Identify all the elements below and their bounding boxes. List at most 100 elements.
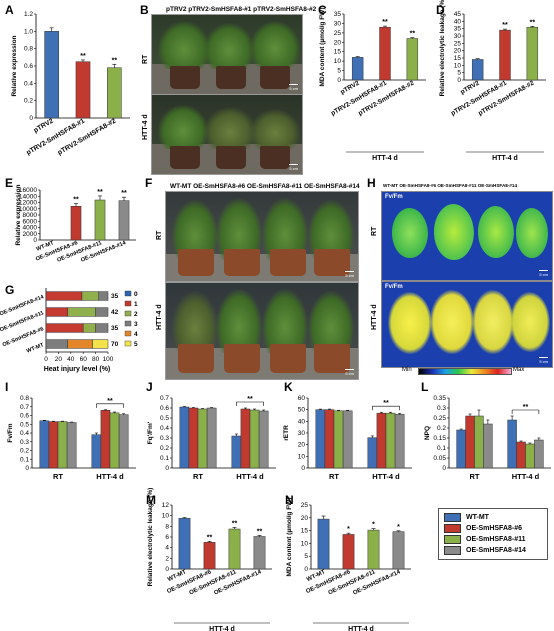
bar (379, 26, 391, 81)
photo-h-scale2: 5 cm (539, 357, 548, 364)
x-tick-label: HTT-4 d (236, 472, 264, 481)
x-tick-label: pTRV2 (33, 118, 55, 135)
y-tick-label: 0 (165, 465, 169, 472)
x-tick-label: RT (470, 472, 480, 481)
bar (534, 439, 544, 469)
y-tick-label: 20 (298, 442, 306, 449)
y-tick-label: 0.15 (433, 435, 446, 442)
y-tick-label: 6 (165, 534, 169, 541)
y-tick-label: 0.6 (20, 413, 29, 420)
bar (253, 536, 266, 570)
bar (100, 410, 111, 469)
y-tick-label: 35 (334, 11, 342, 18)
stacked-segment (95, 307, 109, 317)
bar (94, 199, 106, 241)
legend-swatch (124, 330, 132, 337)
photo-h-header: WT-MT OE-SmHSFA8-#6 OE-SmHSFA8-#11 OE-Sm… (383, 183, 518, 188)
y-tick-label: 0.3 (160, 435, 169, 442)
x-tick-label: RT (53, 472, 63, 481)
y-tick-label: 0.1 (20, 456, 29, 463)
bar (456, 429, 466, 469)
bar (70, 206, 82, 241)
legend-item: OE-SmHSFA8-#11 (444, 534, 542, 545)
y-tick-label: 20 (454, 48, 462, 55)
y-tick-label: 2000 (23, 231, 38, 238)
bar (188, 407, 199, 469)
legend-swatch (444, 535, 461, 544)
y-tick-label: 0.5 (160, 415, 169, 422)
y-tick-label: 0.8 (20, 395, 29, 402)
y-tick-label: 15 (334, 49, 342, 56)
bar (48, 421, 59, 469)
significance-mark: * (397, 524, 400, 531)
bar (315, 409, 326, 469)
legend-swatch (124, 290, 132, 297)
x-tick-label: 20 (55, 356, 63, 363)
y-tick-label: 20 (334, 39, 342, 46)
bar (465, 415, 475, 469)
photo-h-row2-label: HTT-4 d (371, 304, 378, 330)
y-axis-title: MDA content (µmol/g FW) (286, 498, 293, 577)
y-tick-label: 25 (454, 40, 462, 47)
bar (249, 409, 260, 469)
y-tick-label: 40 (454, 18, 462, 25)
legend-item: WT-MT (444, 512, 542, 523)
chart-c: 0 5 10 15 20 25 30 35 MDA content (µmol/g FW) pTR… (312, 0, 434, 172)
y-tick-label: 5 (337, 68, 341, 75)
legend-label: OE-SmHSFA8-#6 (466, 525, 523, 532)
chart-i: 0 0.1 0.2 0.3 0.4 0.5 0.6 0.7 0.8 Fv/Fm RT HTT-4 d *… (0, 380, 142, 490)
row-total: 42 (111, 309, 119, 316)
x-tick-label: OE-SmHSFA8-#14 (352, 569, 402, 596)
bar (342, 410, 353, 469)
y-tick-label: 0.5 (20, 421, 29, 428)
photo-b-scale2: 5 cm (289, 164, 298, 171)
legend-label: OE-SmHSFA8-#11 (466, 536, 526, 543)
y-tick-label: 0.1 (437, 445, 446, 452)
chart-k: 0 10 20 30 40 50 60 rETR RT HTT-4 d ** (278, 380, 418, 490)
y-tick-label: 10 (298, 453, 306, 460)
bar (526, 26, 539, 81)
x-axis-title: HTT-4 d (348, 626, 374, 631)
x-tick-label: OE-SmHSFA8-#14 (213, 569, 263, 596)
fluor-image-rt: Fv/Fm 5 cm (381, 191, 553, 281)
bar (44, 31, 59, 119)
stacked-segment (45, 323, 84, 333)
x-tick-label: HTT-4 d (96, 472, 124, 481)
y-tick-label: 5 (304, 553, 308, 560)
y-tick-label: 6000 (23, 218, 38, 225)
y-tick-label: 5 (457, 70, 461, 77)
y-tick-label: 0.4 (160, 425, 169, 432)
panel-label-b: B (140, 3, 149, 17)
y-tick-label: 1.2 (24, 11, 33, 18)
y-tick-label: 12 (162, 502, 170, 509)
significance-mark: ** (107, 398, 113, 405)
bar (179, 406, 190, 469)
y-tick-label: 0.2 (20, 448, 29, 455)
y-tick-label: 0.05 (433, 455, 446, 462)
y-tick-label: 0.6 (160, 405, 169, 412)
x-tick-label: RT (329, 472, 339, 481)
panel-label-d: D (436, 3, 445, 17)
photo-b-row2-label: HTT-4 d (142, 114, 149, 140)
photo-h-row1-label: RT (371, 226, 378, 236)
bar (516, 441, 526, 469)
y-axis-title: Relative expression (11, 35, 18, 96)
bar (406, 38, 419, 81)
y-tick-label: 0 (165, 566, 169, 573)
y-tick-label: 0.2 (437, 425, 446, 432)
chart-j: 0 0.1 0.2 0.3 0.4 0.5 0.6 0.7 Fq'/Fm' RT HTT-4 d ** (140, 380, 280, 490)
bar (392, 531, 405, 570)
y-tick-label: 8 (165, 523, 169, 530)
y-tick-label: 2 (165, 555, 169, 562)
significance-mark: ** (73, 196, 79, 203)
x-tick-label: HTT-4 d (512, 472, 540, 481)
stacked-segment (67, 307, 96, 317)
y-axis-title: Fv/Fm (7, 423, 14, 442)
legend-item: OE-SmHSFA8-#14 (444, 545, 542, 556)
bar (197, 408, 208, 469)
legend-label: WT-MT (466, 514, 489, 521)
panel-label-i: I (5, 380, 9, 394)
y-tick-label: 0.7 (20, 404, 29, 411)
legend-label: 0 (134, 291, 138, 298)
photo-b-scale1: 5 cm (289, 84, 298, 91)
